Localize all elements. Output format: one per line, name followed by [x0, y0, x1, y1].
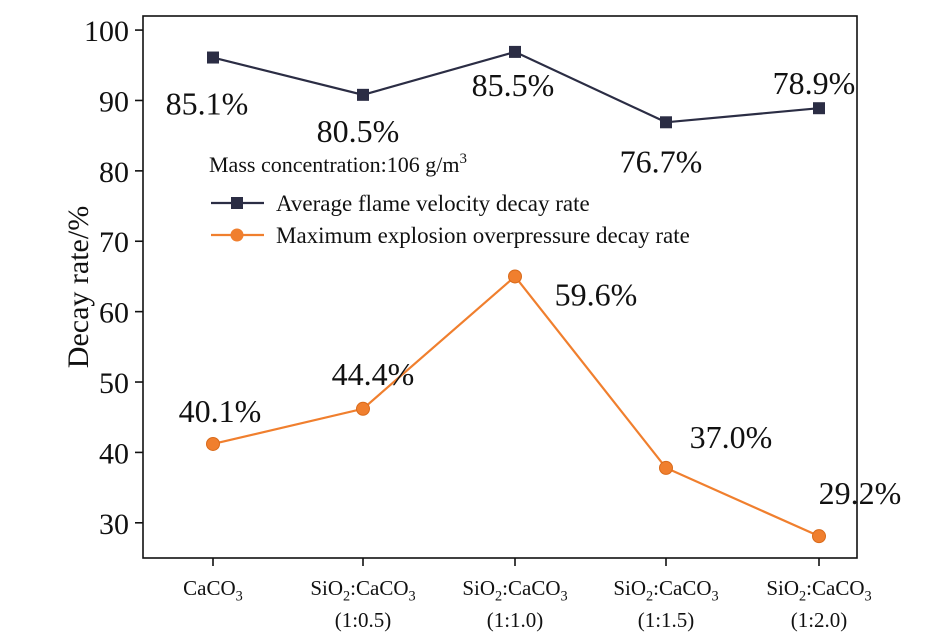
plot-frame	[142, 15, 858, 559]
y-tick-label: 100	[84, 15, 129, 48]
x-tick-label: SiO2:CaCO3	[310, 576, 415, 604]
y-tick-label: 70	[99, 226, 129, 259]
y-tick-label: 30	[99, 508, 129, 541]
y-tick-label: 80	[99, 156, 129, 189]
data-label: 78.9%	[773, 65, 856, 101]
x-tick-label-ratio: (1:1.0)	[487, 608, 544, 632]
data-point-square	[813, 102, 825, 115]
data-point-square	[509, 45, 521, 58]
data-label: 40.1%	[179, 393, 262, 429]
data-point-circle	[508, 269, 522, 284]
series-layer	[206, 45, 826, 544]
data-label: 76.7%	[620, 143, 703, 179]
x-tick-label-ratio: (1:1.5)	[638, 608, 695, 632]
legend-marker-circle	[230, 228, 244, 242]
x-tick-label: SiO2:CaCO3	[613, 576, 718, 604]
x-tick-label: SiO2:CaCO3	[462, 576, 567, 604]
data-point-square	[357, 88, 369, 101]
data-point-circle	[659, 460, 673, 475]
y-tick-label: 50	[99, 367, 129, 400]
y-axis-label: Decay rate/%	[62, 206, 95, 368]
data-label: 85.1%	[166, 86, 249, 122]
data-label: 37.0%	[690, 419, 773, 455]
axes-layer: 30 40 50 60 70 80 90 100 Decay rate/% CaCO3 SiO2:C…	[62, 15, 872, 632]
data-label: 44.4%	[332, 356, 415, 392]
legend-marker-square	[231, 197, 243, 209]
x-tick-label-ratio: (1:2.0)	[791, 608, 848, 632]
x-tick-label: SiO2:CaCO3	[766, 576, 871, 604]
data-label: 29.2%	[819, 475, 902, 511]
legend-entry: Maximum explosion overpressure decay rat…	[276, 223, 690, 248]
data-point-circle	[356, 401, 370, 416]
y-tick-label: 60	[99, 297, 129, 330]
data-point-circle	[812, 529, 826, 544]
y-tick-label: 90	[99, 85, 129, 118]
data-point-square	[660, 116, 672, 129]
data-labels-layer: 85.1% 80.5% 85.5% 76.7% 78.9% 40.1% 44.4% 59.6%…	[166, 65, 902, 511]
series-line-2	[212, 274, 820, 538]
x-tick-label: CaCO3	[183, 576, 243, 604]
data-label: 80.5%	[317, 113, 400, 149]
x-tick-label-ratio: (1:0.5)	[335, 608, 392, 632]
data-point-square	[207, 51, 219, 64]
data-label: 85.5%	[472, 67, 555, 103]
data-label: 59.6%	[555, 276, 638, 312]
legend: Mass concentration:106 g/m3 Average flame…	[209, 151, 690, 248]
y-tick-label: 40	[99, 437, 129, 470]
data-point-circle	[206, 436, 220, 451]
legend-entry: Average flame velocity decay rate	[276, 191, 590, 216]
legend-title: Mass concentration:106 g/m3	[209, 151, 467, 177]
